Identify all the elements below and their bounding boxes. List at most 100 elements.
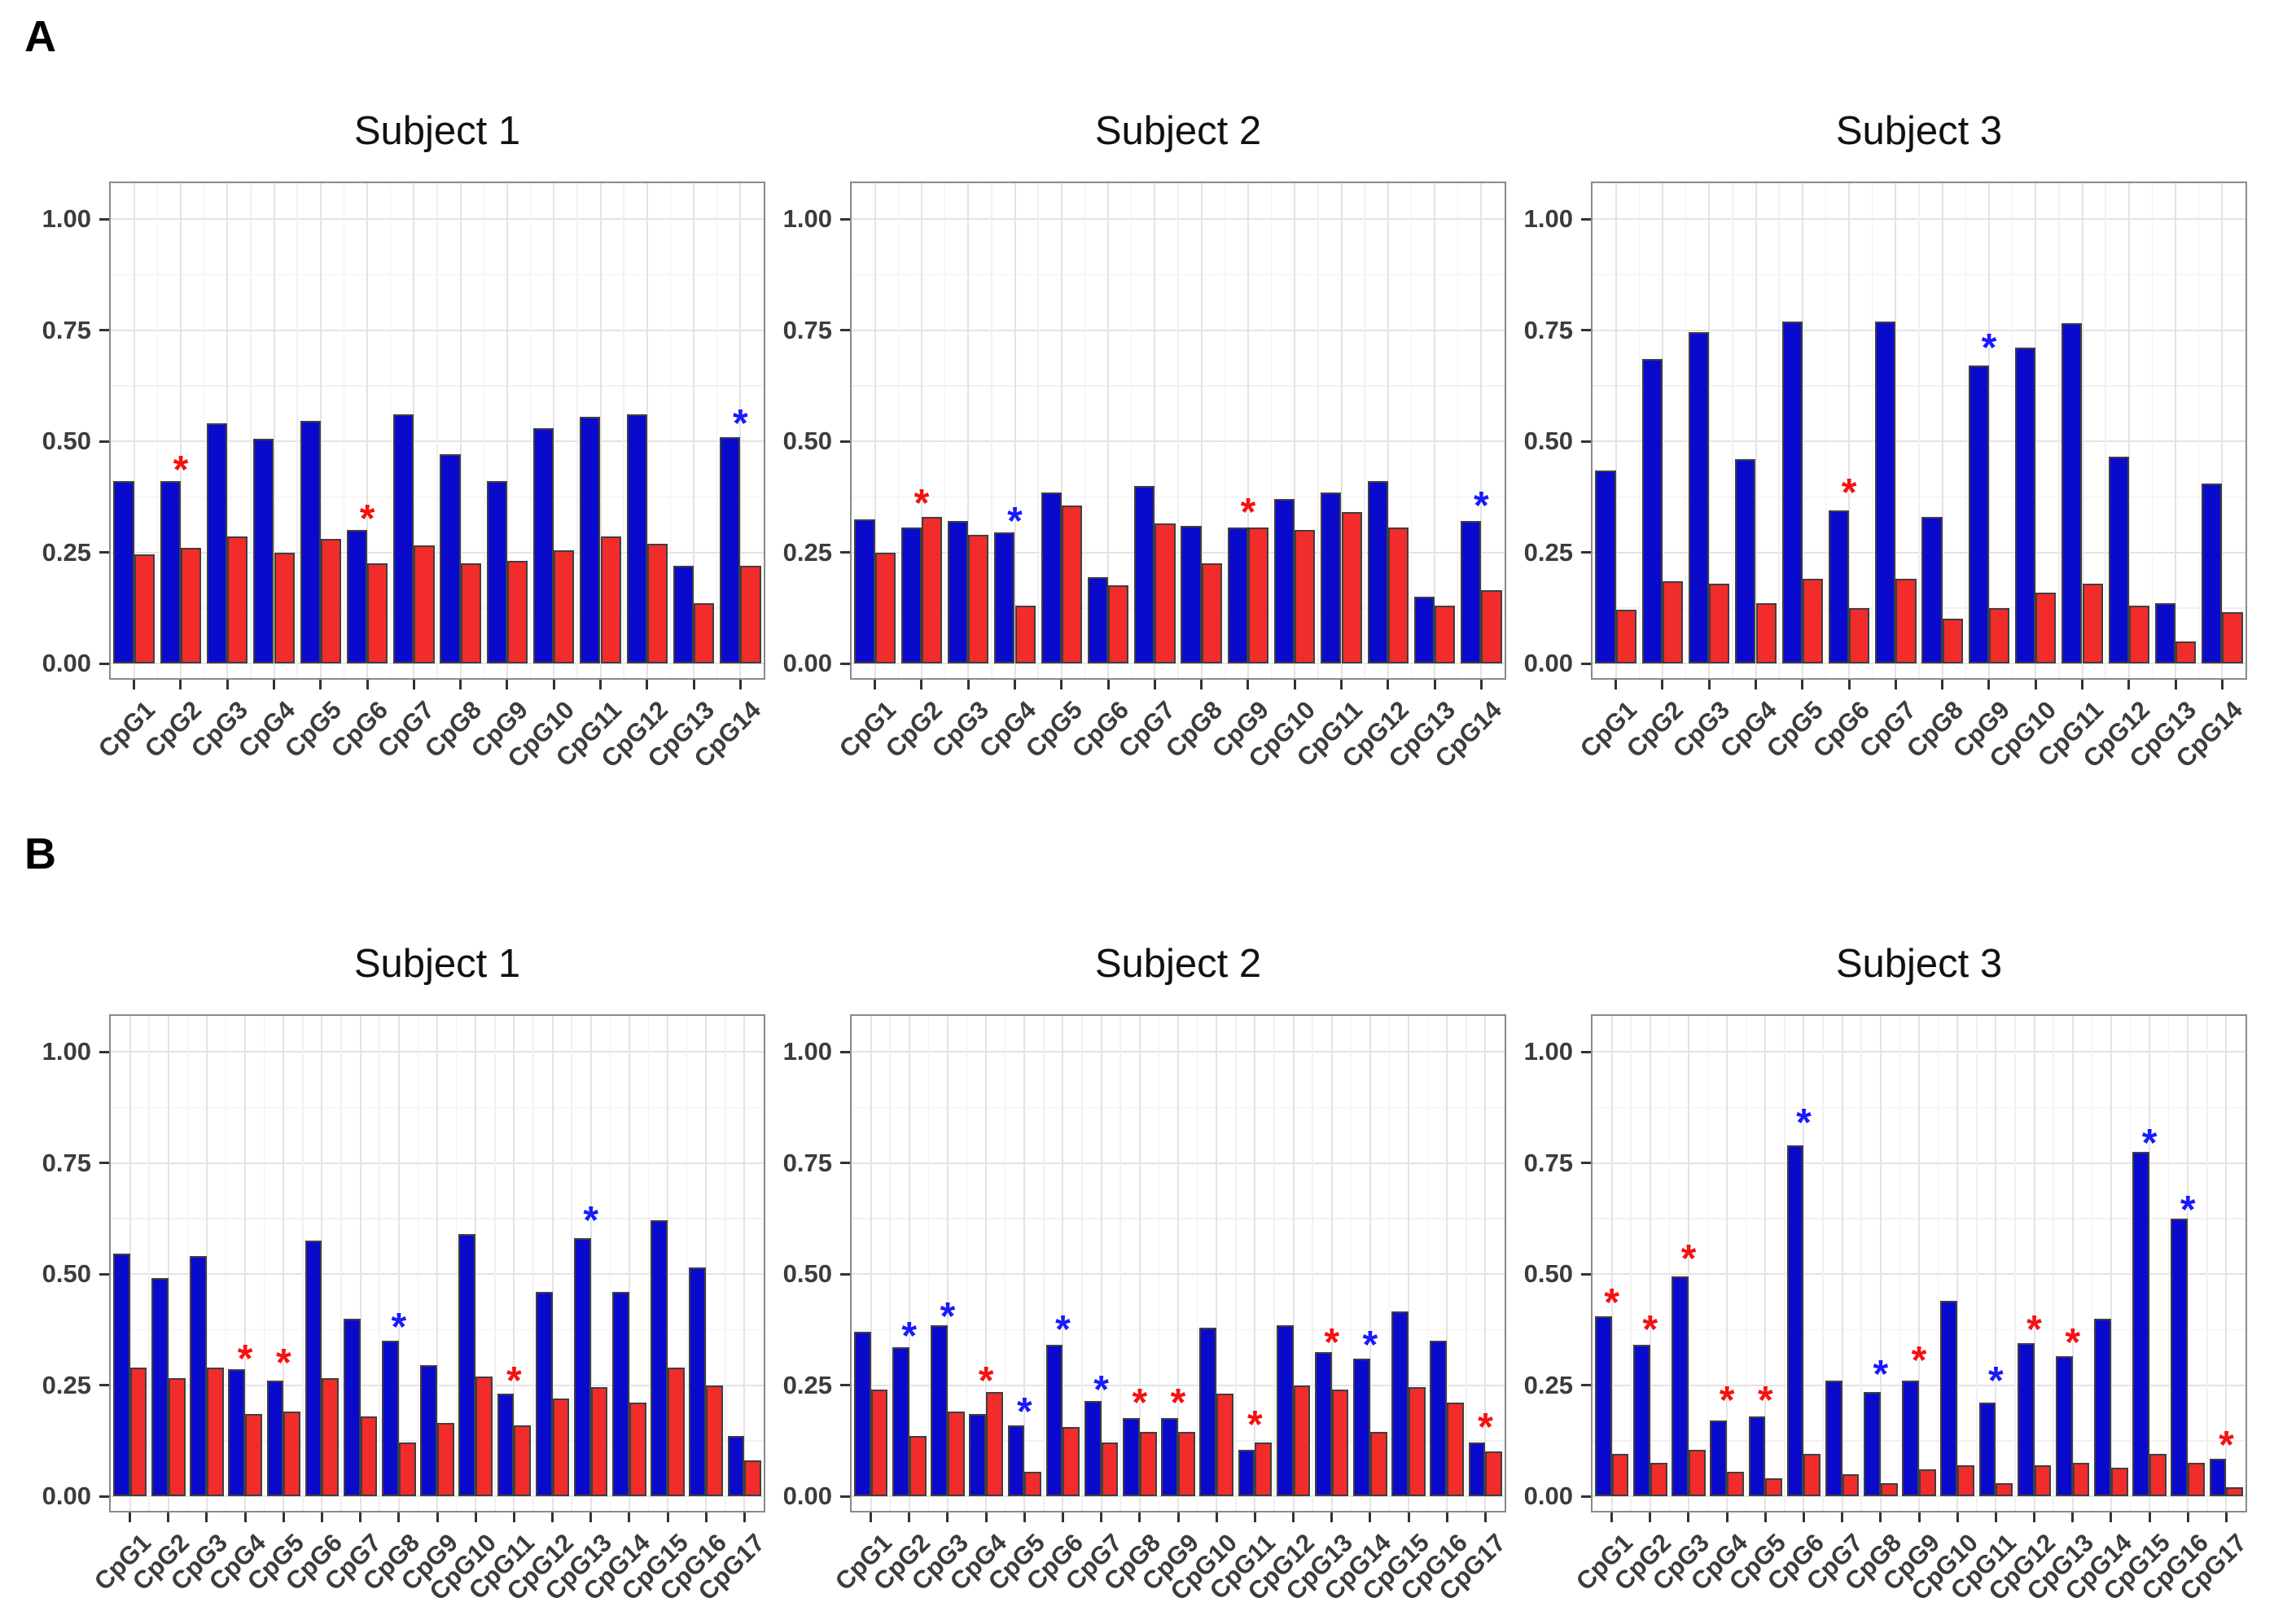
- x-tick: [743, 1512, 746, 1522]
- bar-blue-CpG3: [948, 521, 969, 663]
- y-tick: [99, 1495, 109, 1498]
- gridline: [628, 1016, 630, 1511]
- gridline: [1457, 183, 1459, 678]
- bar-blue-CpG12: [1276, 1324, 1294, 1496]
- bar-blue-CpG10: [458, 1233, 476, 1496]
- bar-red-CpG13: [2072, 1463, 2090, 1496]
- significance-marker-blue-CpG14: *: [1362, 1324, 1378, 1368]
- bar-red-CpG2: [921, 516, 943, 663]
- x-tick: [2034, 680, 2037, 689]
- x-tick: [1253, 1512, 1256, 1522]
- gridline: [1410, 183, 1413, 678]
- gridline: [946, 1016, 949, 1511]
- significance-marker-blue-CpG7: *: [1093, 1368, 1109, 1412]
- x-tick: [1994, 1512, 1997, 1522]
- y-tick: [99, 217, 109, 221]
- y-tick: [840, 1162, 850, 1164]
- bar-blue-CpG11: [1978, 1403, 1996, 1496]
- bar-red-CpG17: [2226, 1487, 2244, 1496]
- x-tick: [2224, 1512, 2228, 1522]
- gridline: [1084, 183, 1086, 678]
- x-tick: [1615, 680, 1618, 689]
- y-tick: [99, 440, 109, 443]
- bar-red-CpG13: [1435, 606, 1456, 663]
- bar-red-CpG14: [1369, 1431, 1387, 1496]
- bar-blue-CpG7: [1875, 321, 1896, 663]
- gridline: [1317, 183, 1319, 678]
- gridline: [1446, 1016, 1448, 1511]
- bar-blue-CpG14: [612, 1291, 629, 1496]
- gridline: [1649, 1016, 1651, 1511]
- chart-title-B-subject-3: Subject 3: [1835, 942, 2003, 986]
- bar-blue-CpG6: [1828, 510, 1850, 663]
- gridline: [609, 1016, 611, 1511]
- bar-blue-CpG2: [900, 527, 922, 663]
- bar-red-CpG10: [1216, 1394, 1233, 1496]
- bar-blue-CpG16: [689, 1267, 707, 1496]
- plot-area-A-subject-2: * * * *: [852, 183, 1505, 678]
- x-tick: [966, 680, 970, 689]
- gridline: [551, 1016, 554, 1511]
- x-tick: [1725, 1512, 1729, 1522]
- bar-red-CpG7: [1842, 1473, 1860, 1496]
- bar-red-CpG8: [1139, 1431, 1157, 1496]
- y-tick-label: 0.00: [1523, 1482, 1573, 1510]
- bar-red-CpG4: [1755, 603, 1777, 663]
- gridline: [1466, 1016, 1467, 1511]
- bar-blue-CpG7: [1134, 485, 1155, 663]
- gridline: [553, 183, 555, 678]
- x-tick: [1707, 680, 1711, 689]
- gridline: [2058, 183, 2060, 678]
- gridline: [436, 1016, 438, 1511]
- gridline: [889, 1016, 891, 1511]
- x-tick: [2071, 1512, 2075, 1522]
- bar-red-CpG9: [1988, 607, 2010, 663]
- bar-red-CpG8: [398, 1442, 416, 1496]
- significance-marker-red-CpG5: *: [275, 1342, 291, 1385]
- plot-panel-A-subject-3: * *: [1591, 182, 2247, 680]
- y-tick-label: 0.25: [782, 1370, 832, 1399]
- bar-red-CpG1: [129, 1367, 147, 1496]
- significance-marker-blue-CpG11: *: [1988, 1359, 2004, 1403]
- bar-blue-CpG14: [1353, 1358, 1370, 1496]
- gridline: [1060, 183, 1063, 678]
- gridline: [646, 183, 648, 678]
- gridline: [1685, 183, 1687, 678]
- x-tick: [666, 1512, 669, 1522]
- bar-red-CpG11: [2082, 583, 2103, 663]
- gridline: [1707, 1016, 1709, 1511]
- x-tick: [1106, 680, 1110, 689]
- gridline: [2110, 1016, 2112, 1511]
- bar-red-CpG3: [206, 1367, 224, 1496]
- bar-blue-CpG5: [266, 1381, 284, 1496]
- gridline: [1937, 1016, 1939, 1511]
- bar-red-CpG15: [2149, 1454, 2167, 1496]
- y-tick: [99, 1162, 109, 1164]
- x-tick: [1445, 1512, 1448, 1522]
- significance-marker-red-CpG4: *: [978, 1359, 994, 1403]
- x-tick: [2081, 680, 2083, 689]
- significance-marker-red-CpG8: *: [1132, 1381, 1148, 1425]
- x-tick: [1247, 680, 1250, 689]
- bar-blue-CpG14: [2202, 483, 2223, 663]
- y-tick-label: 0.25: [782, 537, 832, 567]
- y-tick: [1581, 217, 1591, 221]
- x-tick: [226, 680, 229, 689]
- bar-red-CpG14: [629, 1403, 646, 1496]
- gridline: [1708, 183, 1711, 678]
- bar-red-CpG3: [968, 534, 989, 663]
- x-tick: [920, 680, 923, 689]
- gridline: [2167, 1016, 2170, 1511]
- gridline: [319, 183, 322, 678]
- gridline: [2197, 183, 2200, 678]
- bar-red-CpG12: [552, 1398, 570, 1496]
- gridline: [1434, 183, 1436, 678]
- significance-marker-blue-CpG4: *: [1007, 500, 1023, 544]
- bar-blue-CpG9: [486, 481, 507, 663]
- y-tick-label: 0.75: [42, 315, 91, 344]
- gridline: [991, 183, 992, 678]
- bar-blue-CpG14: [1461, 521, 1482, 663]
- bar-red-CpG8: [460, 563, 481, 663]
- bar-blue-CpG15: [2132, 1151, 2150, 1496]
